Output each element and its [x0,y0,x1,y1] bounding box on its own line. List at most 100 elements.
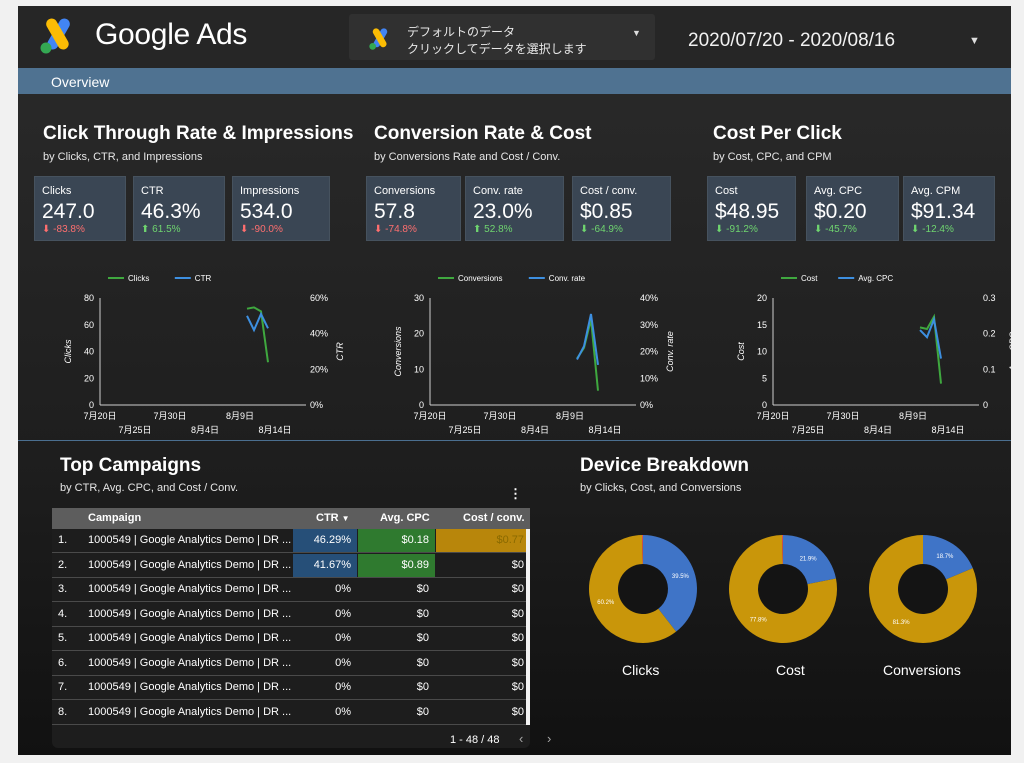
legend-label-1: Avg. CPC [858,274,893,283]
date-range-label[interactable]: 2020/07/20 - 2020/08/16 [688,30,896,51]
cost-per-conv-cell: $0 [511,607,524,620]
avg-cpc-cell: $0.89 [358,553,435,577]
kpi-delta: ⬇ -12.4% [911,224,954,235]
date-range-chevron-down-icon[interactable]: ▼ [969,35,980,47]
table-row[interactable]: 7. 1000549 | Google Analytics Demo | DR .… [52,676,530,700]
pagination-label: 1 - 48 / 48 [450,734,500,746]
x-tick-label: 7月25日 [448,425,481,435]
y2-tick-label: 0% [310,400,323,410]
kpi-value: $91.34 [911,200,976,223]
y2-axis-title: CTR [335,342,345,361]
avg-cpc-cell: $0 [416,583,429,595]
kpi-card-cost: Cost $48.95 ⬇ -91.2% [707,176,796,241]
column-header-avg-cpc[interactable]: Avg. CPC [380,512,430,524]
donut-slice-label: 77.8% [750,618,768,624]
next-page-icon[interactable]: › [547,731,552,746]
row-index: 8. [58,705,68,718]
campaign-name-cell: 1000549 | Google Analytics Demo | DR ... [88,607,291,620]
kpi-card-clicks: Clicks 247.0 ⬇ -83.8% [34,176,126,241]
column-header-ctr[interactable]: CTR ▼ [316,512,350,524]
kpi-card-ctr: CTR 46.3% ⬆ 61.5% [133,176,225,241]
x-tick-label: 7月30日 [153,411,186,421]
column-header-cost-per-conv[interactable]: Cost / conv. [463,512,525,524]
ctr-cell: 46.29% [293,529,357,552]
row-index: 6. [58,656,68,669]
kpi-value: $0.85 [580,200,633,223]
y2-tick-label: 40% [640,293,658,303]
donut-slice-label: 21.9% [800,556,818,562]
kpi-label: Impressions [240,185,300,197]
table-row[interactable]: 6. 1000549 | Google Analytics Demo | DR .… [52,652,530,676]
arrow-down-icon: ⬇ [814,224,823,235]
y-tick-label: 15 [757,320,767,330]
campaign-name-cell: 1000549 | Google Analytics Demo | DR ... [88,632,291,644]
table-header-row: Campaign CTR ▼ Avg. CPC Cost / conv. [52,508,530,529]
arrow-up-icon: ⬆ [141,224,150,235]
table-row[interactable]: 3. 1000549 | Google Analytics Demo | DR .… [52,578,530,602]
donut-slice-blue [643,535,697,632]
table-scrollbar[interactable] [526,529,530,725]
section-subtitle-device: by Clicks, Cost, and Conversions [580,482,742,494]
table-row[interactable]: 8. 1000549 | Google Analytics Demo | DR .… [52,701,530,725]
kpi-label: CTR [141,185,164,197]
y2-tick-label: 30% [640,320,658,330]
kpi-delta: ⬆ 52.8% [473,224,513,235]
series-line-clicks [246,306,269,363]
datasource-hint: クリックしてデータを選択します [407,42,587,56]
ctr-impressions-line-chart: Clicks CTR 80 60 40 20 0 60% 40% 20% 0% Clicks CTR 7月… [63,274,345,435]
legend-label-1: CTR [195,274,212,283]
chevron-down-icon[interactable]: ▼ [632,28,641,38]
ctr-cell: 0% [335,632,351,644]
table-row[interactable]: 2. 1000549 | Google Analytics Demo | DR .… [52,553,530,578]
y2-tick-label: 40% [310,329,328,339]
x-tick-label: 8月14日 [588,425,621,435]
avg-cpc-cell: $0 [416,632,429,644]
google-ads-logo-icon [40,18,70,54]
kpi-delta: ⬇ -64.9% [580,224,623,235]
series-line-cost [919,313,942,384]
y-axis-title: Conversions [393,326,403,377]
y-tick-label: 40 [84,347,94,357]
arrow-down-icon: ⬇ [240,224,249,235]
section-subtitle-cpc: by Cost, CPC, and CPM [713,151,832,163]
tab-overview[interactable]: Overview [51,74,110,90]
conversions-donut-chart: 18.7% 81.3% [869,535,977,643]
kpi-delta-value: -74.8% [385,224,417,235]
donut-slice-gold [729,535,837,643]
table-row[interactable]: 1. 1000549 | Google Analytics Demo | DR .… [52,529,530,553]
series-line-conv-rate [576,313,599,366]
y-tick-label: 60 [84,320,94,330]
column-header-campaign[interactable]: Campaign [88,512,142,524]
donut-slice-gold [589,535,677,643]
row-index: 1. [58,534,68,546]
arrow-down-icon: ⬇ [911,224,920,235]
previous-page-icon[interactable]: ‹ [519,731,524,746]
x-tick-label: 8月9日 [556,411,584,421]
x-tick-label: 7月30日 [826,411,859,421]
kpi-delta-value: -83.8% [53,224,85,235]
report-canvas: Google Ads デフォルトのデータ クリックしてデータを選択します ▼ 2… [18,6,1011,755]
y2-tick-label: 0.3 [983,293,996,303]
arrow-up-icon: ⬆ [473,224,482,235]
table-row[interactable]: 4. 1000549 | Google Analytics Demo | DR .… [52,603,530,627]
table-more-options-icon[interactable]: ⋮ [509,486,522,501]
kpi-card-avg-cpc: Avg. CPC $0.20 ⬇ -45.7% [806,176,899,241]
kpi-delta: ⬇ -91.2% [715,224,758,235]
kpi-value: 23.0% [473,200,533,223]
cost-per-conv-cell: $0 [511,583,524,595]
donut-slice-blue [783,535,836,585]
y-tick-label: 0 [419,400,424,410]
donut-slice-label: 60.2% [597,600,615,606]
cost-per-click-line-chart: Cost Avg. CPC 20 15 10 5 0 0.3 0.2 0.1 0 Cost Avg. C… [736,274,1011,435]
x-tick-label: 8月4日 [191,425,219,435]
datasource-selector[interactable]: デフォルトのデータ クリックしてデータを選択します ▼ [349,14,655,60]
y-tick-label: 20 [84,373,94,383]
cost-per-conv-cell: $0 [511,705,524,718]
table-row[interactable]: 5. 1000549 | Google Analytics Demo | DR .… [52,627,530,651]
section-title-conversion: Conversion Rate & Cost [374,123,592,144]
row-index: 5. [58,632,68,644]
kpi-card-cost-conv: Cost / conv. $0.85 ⬇ -64.9% [572,176,671,241]
brand-title: Google Ads [95,18,248,51]
series-line-ctr [246,311,269,333]
cost-per-conv-cell: $0 [511,681,524,693]
